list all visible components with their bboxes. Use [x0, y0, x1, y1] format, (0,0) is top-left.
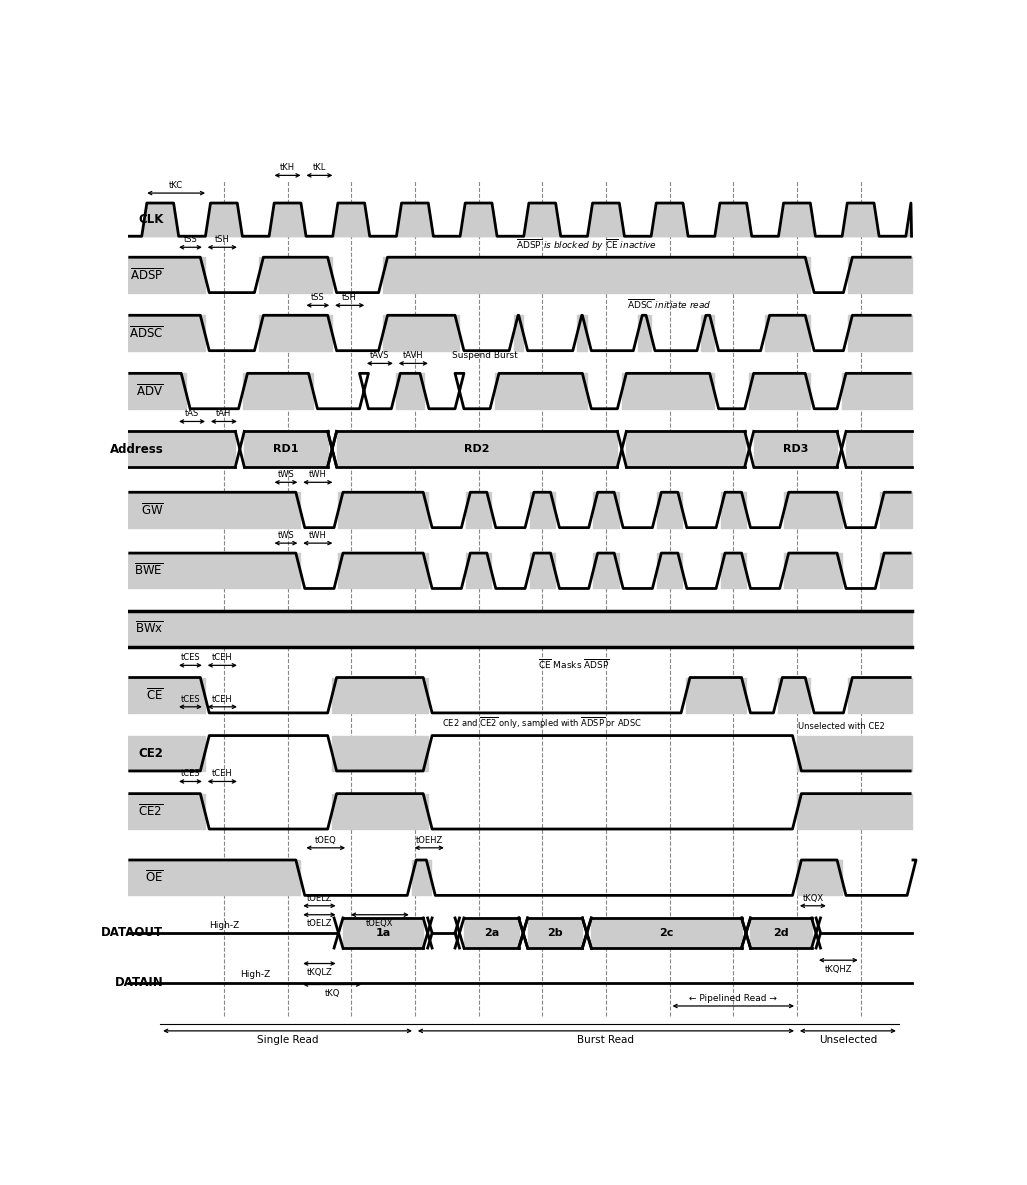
Text: DATAIN: DATAIN: [115, 976, 163, 989]
Text: tWH: tWH: [309, 470, 327, 479]
Text: tAS: tAS: [185, 410, 199, 418]
Text: 2d: 2d: [773, 928, 789, 939]
Text: High-Z: High-Z: [240, 971, 271, 980]
Text: tKQX: tKQX: [802, 893, 824, 903]
Text: tSS: tSS: [184, 236, 197, 244]
Text: tSH: tSH: [215, 236, 230, 244]
Text: $\overline{\rm ADSC}$ initiate read: $\overline{\rm ADSC}$ initiate read: [627, 297, 712, 310]
Text: Address: Address: [110, 443, 163, 455]
Text: tOEQ: tOEQ: [315, 835, 337, 845]
Text: $\overline{\rm ADSC}$: $\overline{\rm ADSC}$: [128, 325, 163, 341]
Text: tCEH: tCEH: [212, 769, 233, 779]
Text: tAVH: tAVH: [403, 352, 423, 360]
Text: Unselected with CE2: Unselected with CE2: [798, 722, 885, 731]
Text: $\overline{\rm BWx}$: $\overline{\rm BWx}$: [135, 621, 163, 636]
Text: 2c: 2c: [659, 928, 674, 939]
Text: tCES: tCES: [181, 653, 200, 662]
Text: tOEHZ: tOEHZ: [416, 835, 443, 845]
Text: Single Read: Single Read: [257, 1036, 318, 1045]
Text: Burst Read: Burst Read: [577, 1036, 635, 1045]
Text: tCEH: tCEH: [212, 694, 233, 704]
Text: tKQHZ: tKQHZ: [825, 965, 852, 974]
Text: DATAOUT: DATAOUT: [102, 927, 163, 940]
Text: tCES: tCES: [181, 694, 200, 704]
Text: $\overline{\rm CE}$ Masks $\overline{\rm ADSP}$: $\overline{\rm CE}$ Masks $\overline{\rm…: [538, 656, 610, 671]
Text: $\overline{\rm BWE}$: $\overline{\rm BWE}$: [135, 563, 163, 578]
Text: tOELZ: tOELZ: [307, 893, 332, 903]
Text: tAVS: tAVS: [370, 352, 389, 360]
Text: CLK: CLK: [138, 213, 163, 226]
Text: tCES: tCES: [181, 769, 200, 779]
Text: 1a: 1a: [376, 928, 390, 939]
Text: $\overline{\rm ADSP}$ is blocked by $\overline{\rm CE}$ inactive: $\overline{\rm ADSP}$ is blocked by $\ov…: [517, 237, 657, 252]
Text: RD1: RD1: [273, 444, 299, 454]
Text: RD3: RD3: [783, 444, 808, 454]
Text: CE2: CE2: [139, 747, 163, 760]
Text: ← Pipelined Read →: ← Pipelined Read →: [689, 994, 777, 1003]
Text: tKL: tKL: [312, 164, 327, 172]
Text: tCEH: tCEH: [212, 653, 233, 662]
Text: tKQ: tKQ: [325, 989, 340, 998]
Text: tKQLZ: tKQLZ: [306, 968, 333, 976]
Text: $\overline{\rm ADSP}$: $\overline{\rm ADSP}$: [129, 267, 163, 283]
Text: tWS: tWS: [277, 470, 295, 479]
Text: tKH: tKH: [280, 164, 295, 172]
Text: $\overline{\rm ADV}$: $\overline{\rm ADV}$: [137, 383, 163, 399]
Text: tKC: tKC: [169, 181, 183, 190]
Text: tAH: tAH: [217, 410, 231, 418]
Text: High-Z: High-Z: [208, 921, 239, 930]
Text: tWH: tWH: [309, 531, 327, 540]
Text: Suspend Burst: Suspend Burst: [452, 351, 518, 360]
Text: tOELZ: tOELZ: [307, 920, 332, 928]
Text: tSH: tSH: [342, 294, 357, 302]
Text: CE2 and $\overline{\rm CE2}$ only, sampled with $\overline{\rm ADSP}$ or ADSC: CE2 and $\overline{\rm CE2}$ only, sampl…: [443, 716, 642, 731]
Text: tWS: tWS: [277, 531, 295, 540]
Text: 2a: 2a: [484, 928, 499, 939]
Text: tSS: tSS: [311, 294, 325, 302]
Text: $\overline{\rm CE2}$: $\overline{\rm CE2}$: [139, 803, 163, 819]
Text: $\overline{\rm OE}$: $\overline{\rm OE}$: [145, 870, 163, 885]
Text: 2b: 2b: [547, 928, 563, 939]
Text: tOEQX: tOEQX: [367, 920, 393, 928]
Text: RD2: RD2: [464, 444, 490, 454]
Text: $\overline{\rm GW}$: $\overline{\rm GW}$: [141, 502, 163, 518]
Text: $\overline{\rm CE}$: $\overline{\rm CE}$: [146, 687, 163, 703]
Text: Unselected: Unselected: [819, 1036, 877, 1045]
